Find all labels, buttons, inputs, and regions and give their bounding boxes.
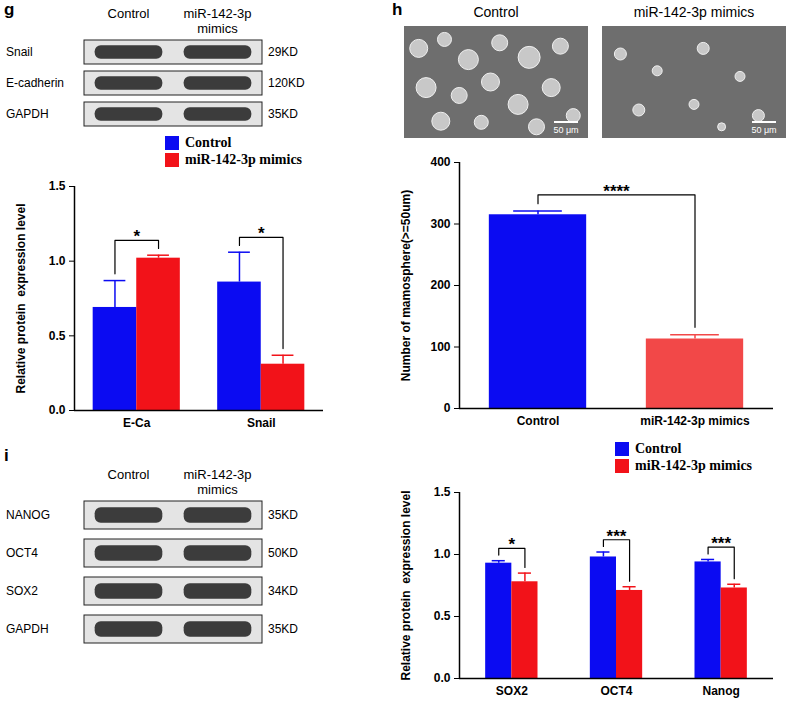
svg-text:NANOG: NANOG [6,508,50,522]
svg-text:miR-142-3p mimics: miR-142-3p mimics [640,414,750,428]
svg-text:Control: Control [108,467,150,482]
svg-text:50 μm: 50 μm [751,125,776,135]
svg-text:0.5: 0.5 [434,609,451,623]
svg-text:1.0: 1.0 [49,254,66,268]
svg-text:Control: Control [473,4,518,20]
svg-text:SOX2: SOX2 [496,684,528,698]
svg-text:miR-142-3p: miR-142-3p [184,6,252,21]
svg-text:GAPDH: GAPDH [6,622,49,636]
svg-text:200: 200 [430,278,450,292]
html-text:Control: Control [185,134,232,150]
svg-text:1.0: 1.0 [434,547,451,561]
svg-text:0.0: 0.0 [49,403,66,417]
svg-text:1.5: 1.5 [49,179,66,193]
svg-text:120KD: 120KD [268,76,305,90]
svg-text:OCT4: OCT4 [6,546,38,560]
html-text:i: i [4,446,9,465]
svg-text:Control: Control [108,6,150,21]
svg-text:300: 300 [430,217,450,231]
svg-text:Relative protein expression l: Relative protein expression level [399,490,413,680]
svg-text:GAPDH: GAPDH [6,107,49,121]
svg-text:E-cadherin: E-cadherin [6,76,64,90]
svg-text:35KD: 35KD [268,622,298,636]
svg-text:Relative protein expression l: Relative protein expression level [14,203,28,393]
svg-text:0.5: 0.5 [49,329,66,343]
svg-text:OCT4: OCT4 [600,684,632,698]
svg-text:100: 100 [430,340,450,354]
svg-text:E-Ca: E-Ca [123,416,151,430]
svg-text:SOX2: SOX2 [6,584,38,598]
svg-text:Control: Control [517,414,560,428]
svg-text:mimics: mimics [197,21,238,36]
svg-text:Snail: Snail [247,416,276,430]
svg-text:miR-142-3p: miR-142-3p [184,467,252,482]
svg-text:***: *** [711,534,731,553]
svg-text:****: **** [603,182,630,201]
html-text:Control: Control [635,440,682,456]
svg-text:*: * [133,227,140,246]
svg-text:***: *** [607,527,627,546]
svg-text:Snail: Snail [6,45,33,59]
svg-text:1.5: 1.5 [434,485,451,499]
svg-text:mimics: mimics [197,482,238,497]
svg-text:0: 0 [444,401,451,415]
svg-text:34KD: 34KD [268,584,298,598]
svg-text:400: 400 [430,155,450,169]
svg-text:Nanog: Nanog [702,684,739,698]
svg-text:29KD: 29KD [268,45,298,59]
html-text:miR-142-3p mimics: miR-142-3p mimics [635,457,752,473]
html-text:h: h [392,0,403,19]
svg-text:*: * [509,535,516,554]
svg-text:50KD: 50KD [268,546,298,560]
html-text:miR-142-3p mimics: miR-142-3p mimics [185,151,302,167]
svg-text:Number of mamosphere(>=50um): Number of mamosphere(>=50um) [399,190,413,381]
svg-text:0.0: 0.0 [434,671,451,685]
svg-text:*: * [258,224,265,243]
svg-text:50 μm: 50 μm [553,125,578,135]
html-text:g: g [4,0,15,19]
svg-text:35KD: 35KD [268,508,298,522]
svg-text:35KD: 35KD [268,107,298,121]
svg-text:miR-142-3p mimics: miR-142-3p mimics [634,4,755,20]
